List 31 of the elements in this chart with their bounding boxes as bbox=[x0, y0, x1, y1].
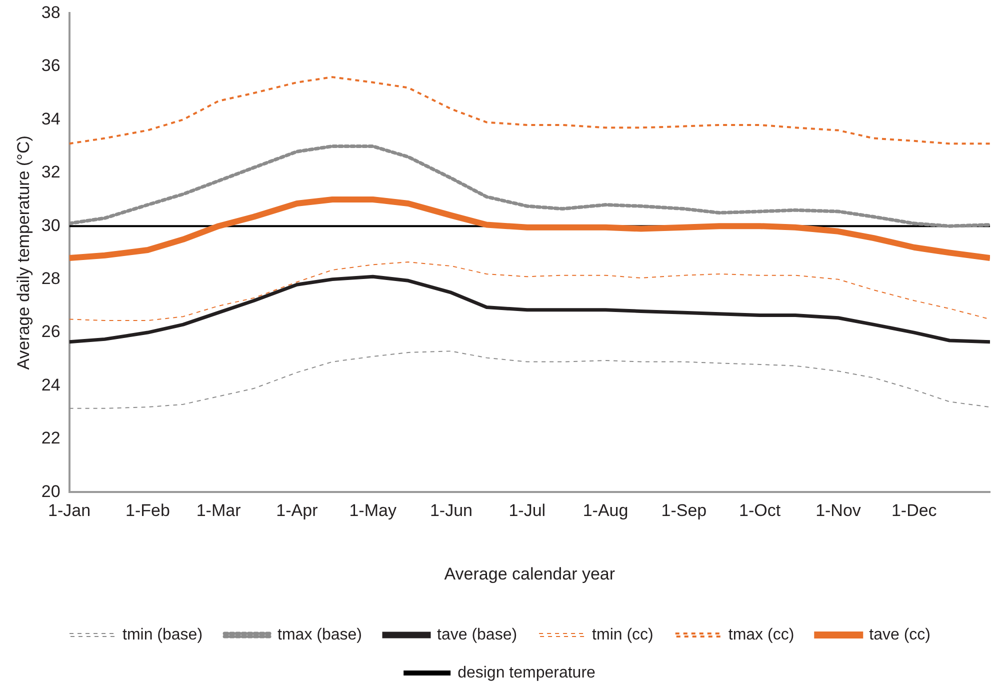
y-tick-label: 28 bbox=[41, 269, 60, 288]
y-tick-label: 32 bbox=[41, 162, 60, 182]
x-tick-label: 1-Aug bbox=[582, 501, 628, 520]
x-tick-label: 1-Jun bbox=[430, 501, 473, 520]
y-tick-label: 30 bbox=[41, 216, 60, 235]
y-tick-label: 38 bbox=[41, 2, 60, 22]
y-tick-label: 26 bbox=[41, 322, 60, 342]
x-tick-label: 1-Dec bbox=[891, 501, 938, 520]
legend-label: tmax (cc) bbox=[728, 626, 794, 644]
y-axis-title: Average daily temperature (°C) bbox=[14, 136, 33, 370]
x-tick-label: 1-Sep bbox=[661, 501, 707, 520]
y-tick-label: 24 bbox=[41, 375, 60, 394]
x-tick-label: 1-Jan bbox=[48, 501, 91, 520]
y-tick-label: 22 bbox=[41, 428, 60, 448]
legend-label: tmin (cc) bbox=[592, 626, 654, 644]
x-tick-label: 1-Oct bbox=[739, 501, 781, 520]
x-tick-label: 1-Jul bbox=[508, 501, 546, 520]
x-axis-title: Average calendar year bbox=[444, 564, 616, 584]
x-tick-label: 1-Nov bbox=[816, 501, 862, 520]
y-tick-label: 34 bbox=[41, 109, 60, 128]
y-tick-label: 36 bbox=[41, 56, 60, 76]
x-tick-label: 1-Mar bbox=[196, 501, 242, 520]
x-tick-label: 1-Feb bbox=[126, 501, 170, 520]
legend-label: tave (cc) bbox=[869, 626, 930, 644]
x-tick-label: 1-Apr bbox=[276, 501, 318, 520]
legend-label: tave (base) bbox=[437, 626, 518, 644]
legend-label: tmax (base) bbox=[278, 626, 362, 644]
legend-label: tmin (base) bbox=[122, 626, 203, 644]
y-tick-label: 20 bbox=[41, 482, 60, 501]
x-tick-label: 1-May bbox=[349, 501, 397, 520]
legend-label: design temperature bbox=[458, 664, 596, 682]
